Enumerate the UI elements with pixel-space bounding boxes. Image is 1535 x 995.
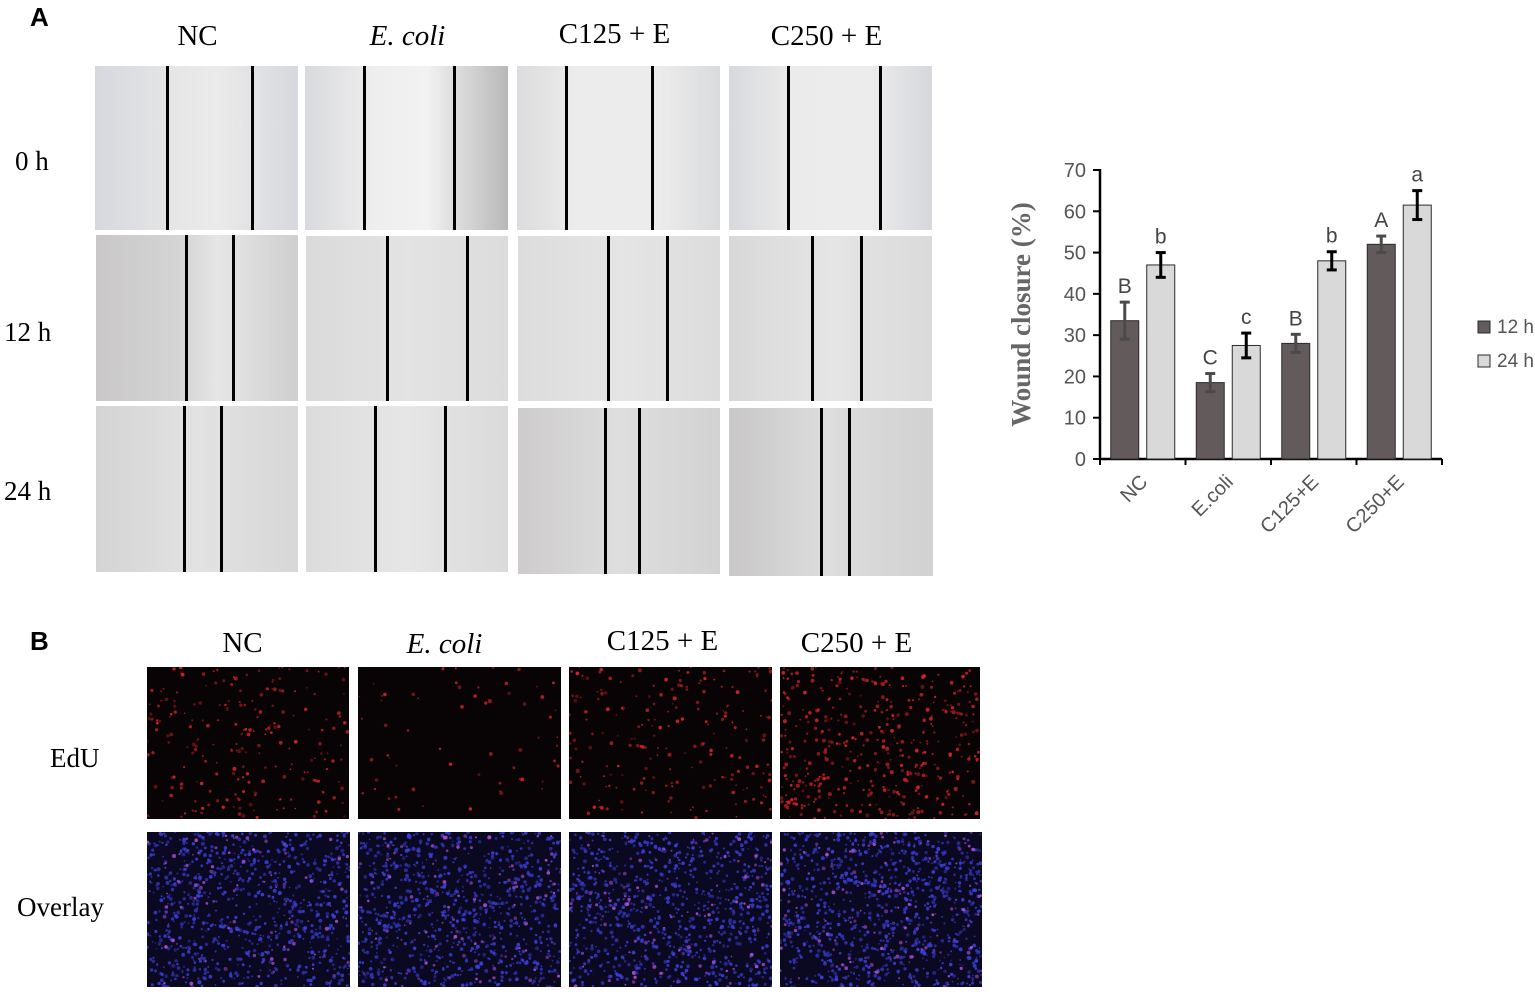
panel-b-col-c250: C250 + E bbox=[800, 627, 913, 659]
y-tick-label: 20 bbox=[1064, 366, 1086, 388]
overlay-image-c250 bbox=[780, 832, 982, 987]
significance-letter: b bbox=[1326, 225, 1338, 248]
legend-swatch-24h bbox=[1477, 354, 1491, 368]
micrograph-ecoli-0h bbox=[305, 66, 508, 230]
bar-12h bbox=[1281, 342, 1311, 460]
panel-a-row-0h: 0 h bbox=[15, 146, 49, 176]
significance-letter: c bbox=[1241, 306, 1252, 329]
bar-24h bbox=[1317, 260, 1347, 460]
significance-letter: A bbox=[1374, 209, 1388, 232]
edu-image-nc bbox=[147, 667, 349, 819]
panel-b-col-ecoli: E. coli bbox=[406, 628, 483, 660]
panel-b-col-c125: C125 + E bbox=[606, 625, 719, 657]
micrograph-nc-0h bbox=[95, 66, 298, 230]
significance-letter: b bbox=[1155, 226, 1167, 249]
panel-b-col-nc: NC bbox=[222, 627, 263, 659]
micrograph-c125-12h bbox=[518, 236, 720, 401]
panel-a-col-c125: C125 + E bbox=[558, 18, 671, 50]
panel-a-row-24h: 24 h bbox=[4, 476, 52, 506]
panel-a-col-ecoli: E. coli bbox=[369, 20, 446, 52]
micrograph-c250-24h bbox=[729, 408, 933, 576]
overlay-image-nc bbox=[147, 832, 350, 987]
y-tick-label: 10 bbox=[1064, 408, 1086, 430]
micrograph-c250-0h bbox=[729, 66, 932, 230]
x-tick-label: NC bbox=[1116, 471, 1152, 507]
significance-letter: C bbox=[1203, 347, 1218, 370]
legend-swatch-12h bbox=[1477, 320, 1491, 334]
bar-12h bbox=[1366, 243, 1396, 460]
micrograph-c250-12h bbox=[729, 236, 932, 401]
overlay-nuclei-texture bbox=[358, 832, 561, 987]
micrograph-nc-24h bbox=[96, 406, 298, 572]
y-tick-label: 30 bbox=[1064, 325, 1086, 347]
panel-b-row-edu: EdU bbox=[50, 743, 100, 773]
bar-24h bbox=[1231, 344, 1261, 460]
y-tick-label: 0 bbox=[1075, 449, 1086, 471]
y-axis-label: Wound closure (%) bbox=[1006, 202, 1036, 427]
panel-a-col-c250: C250 + E bbox=[770, 20, 883, 52]
x-tick-label: C250+E bbox=[1342, 471, 1409, 538]
edu-nuclei-texture bbox=[147, 667, 349, 819]
overlay-nuclei-texture bbox=[780, 832, 982, 987]
micrograph-c125-0h bbox=[517, 66, 720, 230]
panel-b-letter: B bbox=[30, 626, 49, 656]
x-tick-label: E.coli bbox=[1188, 471, 1238, 521]
bar-24h bbox=[1402, 204, 1432, 460]
panel-a-col-nc: NC bbox=[177, 20, 218, 52]
significance-letter: a bbox=[1411, 164, 1423, 187]
y-tick-label: 40 bbox=[1064, 284, 1086, 306]
edu-nuclei-texture bbox=[569, 667, 772, 819]
significance-letter: B bbox=[1289, 307, 1303, 330]
edu-nuclei-texture bbox=[780, 667, 980, 819]
edu-image-c250 bbox=[780, 667, 980, 819]
x-tick-label: C125+E bbox=[1256, 471, 1323, 538]
micrograph-nc-12h bbox=[96, 235, 298, 401]
legend-label-24h: 24 h bbox=[1497, 351, 1534, 372]
wound-closure-chart: 0 10 20 30 40 50 60 70 Wound closure (%) Bb NC Cc E.… bbox=[1006, 160, 1534, 538]
edu-image-ecoli bbox=[358, 667, 561, 819]
overlay-nuclei-texture bbox=[147, 832, 350, 987]
overlay-image-ecoli bbox=[358, 832, 561, 987]
micrograph-ecoli-24h bbox=[306, 406, 508, 572]
overlay-image-c125 bbox=[569, 832, 772, 987]
bar-24h bbox=[1146, 264, 1176, 460]
panel-a-row-12h: 12 h bbox=[4, 317, 52, 347]
edu-image-c125 bbox=[569, 667, 772, 819]
overlay-nuclei-texture bbox=[569, 832, 772, 987]
legend-label-12h: 12 h bbox=[1497, 317, 1534, 338]
edu-nuclei-texture bbox=[358, 667, 560, 811]
y-tick-label: 60 bbox=[1064, 201, 1086, 223]
bar-12h bbox=[1195, 382, 1225, 460]
y-tick-label: 70 bbox=[1064, 160, 1086, 182]
significance-letter: B bbox=[1118, 275, 1132, 298]
panel-a-letter: A bbox=[30, 2, 49, 32]
micrograph-ecoli-12h bbox=[306, 236, 508, 401]
micrograph-c125-24h bbox=[518, 408, 720, 574]
panel-b-row-overlay: Overlay bbox=[17, 892, 104, 922]
bar-12h bbox=[1110, 320, 1140, 460]
y-tick-label: 50 bbox=[1064, 243, 1086, 265]
